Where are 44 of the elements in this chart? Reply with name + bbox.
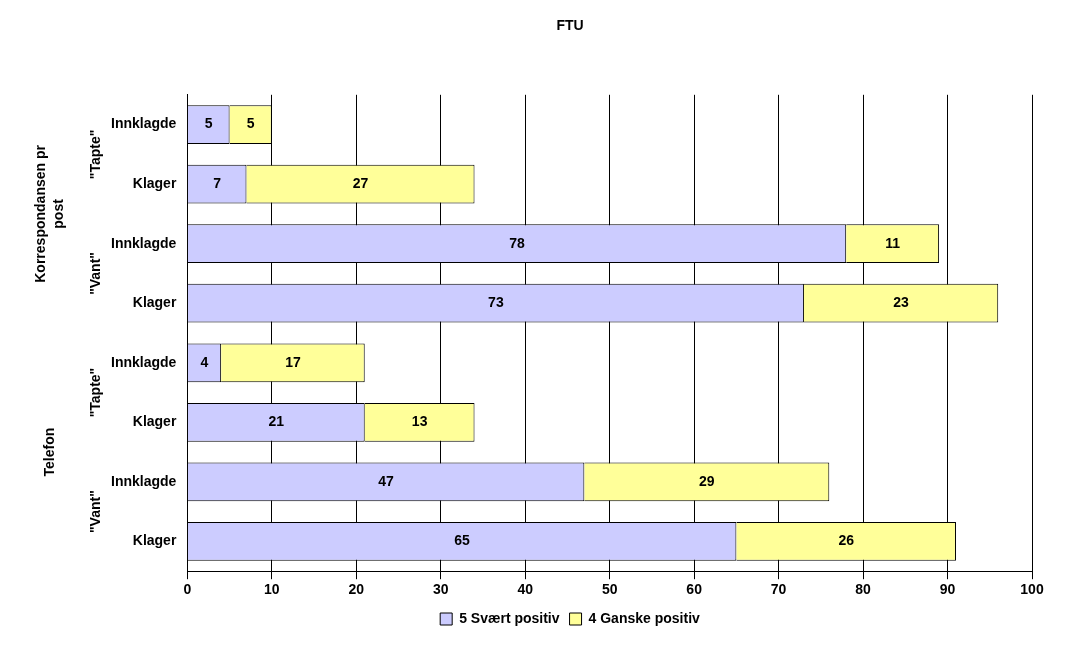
x-tick-label: 60 <box>686 581 703 598</box>
x-tick-label: 10 <box>264 581 280 598</box>
x-tick-label: 50 <box>601 581 618 598</box>
data-label: 65 <box>454 532 471 549</box>
text: "Vant" <box>86 490 103 534</box>
y-tick-label: Innklagde <box>110 234 177 251</box>
data-label: 7 <box>213 174 222 191</box>
y-tick-label: Innklagde <box>110 472 177 489</box>
data-label: 29 <box>699 472 715 489</box>
data-label: 21 <box>268 413 285 430</box>
y-tick-label: Innklagde <box>110 353 177 370</box>
data-label: 26 <box>838 532 855 549</box>
data-label: 4 <box>200 353 209 370</box>
x-tick-label: 70 <box>770 581 787 598</box>
legend-label: 4 Ganske positiv <box>588 609 701 626</box>
x-tick-label: 0 <box>183 581 192 598</box>
data-label: 5 <box>246 115 255 132</box>
data-label: 13 <box>411 413 428 430</box>
x-tick-label: 20 <box>348 581 365 598</box>
data-label: 47 <box>378 472 395 489</box>
y-tick-label: Klager <box>132 532 177 549</box>
y-tick-label: Klager <box>132 413 177 430</box>
data-label: 73 <box>488 294 504 311</box>
text: Korrespondansen pr post <box>31 144 66 283</box>
x-tick-label: 90 <box>939 581 956 598</box>
data-label: 17 <box>285 353 301 370</box>
x-tick-label: 80 <box>855 581 872 598</box>
y-tick-label: Innklagde <box>110 115 177 132</box>
legend-label: 5 Svært positiv <box>459 609 560 626</box>
text: "Tapte" <box>86 129 103 180</box>
x-tick-label: 30 <box>432 581 449 598</box>
data-label: 11 <box>885 234 901 251</box>
data-label: 23 <box>893 294 910 311</box>
data-label: 27 <box>352 174 369 191</box>
y-tick-label: Klager <box>132 294 177 311</box>
x-tick-label: 100 <box>1020 581 1044 598</box>
x-tick-label: 40 <box>517 581 534 598</box>
chart-title: FTU <box>556 17 584 34</box>
text: Telefon <box>40 427 57 477</box>
data-label: 5 <box>204 115 213 132</box>
text: "Vant" <box>86 252 103 295</box>
data-label: 78 <box>509 234 526 251</box>
text: "Tapte" <box>86 367 103 418</box>
y-tick-label: Klager <box>132 174 177 191</box>
